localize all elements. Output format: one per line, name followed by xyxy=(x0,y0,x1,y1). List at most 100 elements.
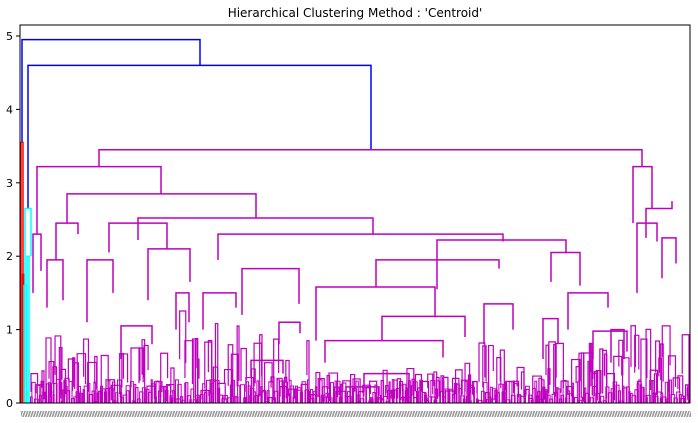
x-leaf-tick xyxy=(65,410,68,418)
x-leaf-tick xyxy=(419,410,421,418)
x-leaf-tick xyxy=(455,410,458,418)
dendrogram-link xyxy=(70,398,75,403)
x-leaf-tick xyxy=(411,410,413,418)
x-leaf-tick xyxy=(649,410,652,418)
x-leaf-tick xyxy=(204,410,207,418)
x-leaf-tick xyxy=(391,410,394,418)
x-leaf-tick xyxy=(611,410,613,418)
dendrogram-link xyxy=(470,386,475,403)
dendrogram-link xyxy=(390,390,396,399)
dendrogram-link xyxy=(73,362,79,399)
dendrogram-link xyxy=(411,378,415,396)
x-leaf-tick xyxy=(227,410,229,418)
x-leaf-tick xyxy=(478,410,481,418)
x-leaf-tick xyxy=(396,410,399,418)
x-leaf-tick xyxy=(54,410,57,418)
x-leaf-tick xyxy=(353,410,356,418)
dendrogram-link xyxy=(424,392,427,403)
x-leaf-tick xyxy=(313,410,316,418)
x-leaf-tick xyxy=(75,410,77,418)
x-leaf-tick xyxy=(379,410,381,418)
x-leaf-tick xyxy=(655,410,658,418)
dendrogram-link xyxy=(53,382,58,403)
x-leaf-tick xyxy=(598,410,601,418)
dendrogram-link xyxy=(76,353,87,403)
x-leaf-tick xyxy=(471,410,474,418)
dendrogram-link xyxy=(454,369,463,395)
x-leaf-tick xyxy=(606,410,609,418)
y-tick-label: 5 xyxy=(6,30,13,43)
dendrogram-link xyxy=(200,394,204,403)
dendrogram-link xyxy=(317,377,325,402)
x-leaf-tick xyxy=(131,410,133,418)
dendrogram-link xyxy=(207,340,213,379)
x-leaf-tick xyxy=(103,410,106,418)
dendrogram-link xyxy=(23,284,27,403)
x-leaf-tick xyxy=(495,410,498,418)
x-leaf-tick xyxy=(684,410,687,418)
x-leaf-tick xyxy=(246,410,249,418)
dendrogram-link xyxy=(642,387,645,403)
dendrogram-link xyxy=(197,394,200,403)
x-leaf-tick xyxy=(534,410,537,418)
x-leaf-tick xyxy=(519,410,522,418)
x-leaf-tick xyxy=(132,410,135,418)
x-leaf-tick xyxy=(601,410,604,418)
x-leaf-tick xyxy=(564,410,567,418)
x-leaf-tick xyxy=(359,410,362,418)
dendrogram-link xyxy=(412,381,418,403)
dendrogram-link xyxy=(93,381,96,403)
dendrogram-link xyxy=(677,375,684,397)
dendrogram-link xyxy=(88,393,94,403)
x-leaf-tick xyxy=(582,410,585,418)
dendrogram-link xyxy=(449,388,454,403)
x-leaf-tick xyxy=(393,410,396,418)
dendrogram-link xyxy=(617,390,622,403)
x-leaf-tick xyxy=(124,410,127,418)
x-leaf-tick xyxy=(454,410,457,418)
x-leaf-tick xyxy=(355,410,357,418)
x-leaf-tick xyxy=(668,410,671,418)
x-leaf-tick xyxy=(332,410,335,418)
dendrogram-link xyxy=(612,381,618,403)
x-leaf-tick xyxy=(375,410,378,418)
dendrogram-link xyxy=(20,141,24,403)
x-leaf-tick xyxy=(79,410,82,418)
x-leaf-tick xyxy=(350,410,353,418)
dendrogram-link xyxy=(175,379,179,403)
x-leaf-tick xyxy=(505,410,508,418)
x-leaf-tick xyxy=(577,410,580,418)
x-leaf-tick xyxy=(630,410,633,418)
x-leaf-tick xyxy=(607,410,610,418)
x-leaf-tick xyxy=(524,410,527,418)
x-leaf-tick xyxy=(283,410,285,418)
dendrogram-link xyxy=(205,379,211,403)
x-leaf-tick xyxy=(239,410,242,418)
x-leaf-tick xyxy=(107,410,109,418)
x-leaf-tick xyxy=(657,410,660,418)
dendrogram-link xyxy=(141,387,146,403)
x-leaf-tick xyxy=(175,410,178,418)
dendrogram-link xyxy=(236,325,240,387)
x-leaf-tick xyxy=(452,410,455,418)
x-leaf-tick xyxy=(331,410,333,418)
dendrogram-link xyxy=(456,383,460,403)
x-leaf-tick xyxy=(667,410,669,418)
x-leaf-tick xyxy=(276,410,279,418)
x-leaf-tick xyxy=(300,410,303,418)
dendrogram-link xyxy=(327,396,332,403)
x-leaf-tick xyxy=(299,410,301,418)
x-leaf-tick xyxy=(326,410,329,418)
x-leaf-tick xyxy=(223,410,226,418)
x-leaf-tick xyxy=(628,410,631,418)
x-leaf-tick xyxy=(94,410,97,418)
x-leaf-tick xyxy=(121,410,124,418)
dendrogram-link xyxy=(382,395,388,403)
dendrogram-link xyxy=(151,383,156,403)
x-leaf-tick xyxy=(470,410,473,418)
x-leaf-tick xyxy=(385,410,388,418)
dendrogram-link xyxy=(273,338,280,401)
x-leaf-tick xyxy=(502,410,505,418)
x-leaf-tick xyxy=(556,410,559,418)
dendrogram-link xyxy=(179,310,187,364)
